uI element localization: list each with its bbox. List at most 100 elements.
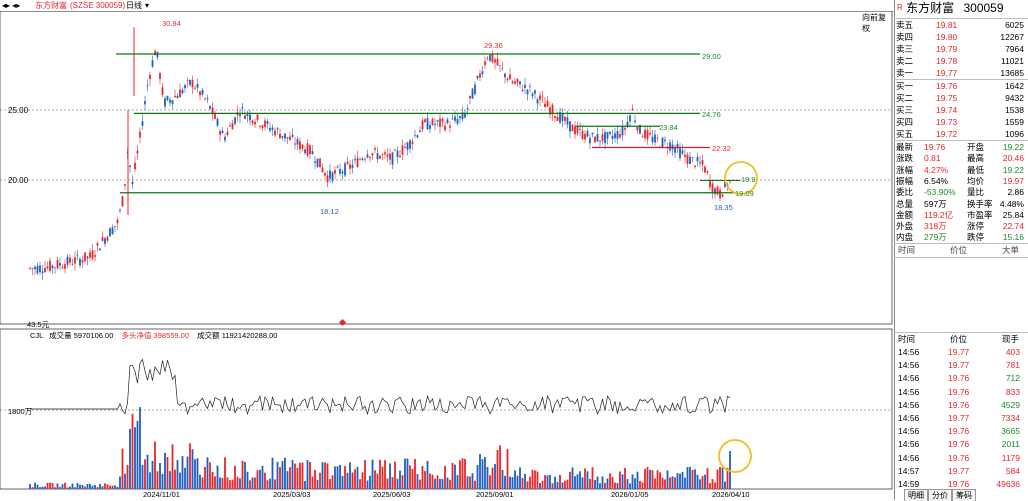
candle-body [729,180,731,182]
volume-bar [696,474,699,489]
bid-volume: 9432 [1005,93,1024,103]
volume-bar [669,477,671,489]
volume-bar [221,478,224,489]
candle-body [279,133,281,139]
volume-bar [196,458,199,489]
volume-bar [504,475,506,489]
volume-bar [259,469,261,489]
candle-body [544,103,546,108]
bid-price: 19.74 [936,105,958,115]
candle-body [681,150,684,154]
stat-label: 跌停 [967,232,985,243]
volume-bar [336,466,339,489]
volume-bar [86,484,89,489]
volume-bar [561,482,564,489]
candle-body [416,135,419,138]
volume-bar [279,467,281,489]
bid-label: 买三 [896,105,914,115]
period-dropdown-icon[interactable]: ▾ [145,1,150,10]
volume-bar [59,487,61,489]
candle-body [226,131,229,136]
volume-bar [326,463,329,489]
candle-body [369,156,371,158]
candle-body [479,73,481,78]
volume-bar [676,473,679,489]
candle-body [79,258,81,266]
candle-body [211,107,214,115]
volume-bar [141,465,144,489]
candle-body [36,265,39,274]
candle-body [419,130,421,133]
legend-mode[interactable]: CJL [30,331,44,340]
stock-name-label[interactable]: 东方财富 [35,1,67,10]
ask-volume: 6025 [1005,20,1024,30]
volume-bar [651,470,654,489]
candle-body [474,84,476,95]
volume-bar [681,471,684,489]
period-selector[interactable]: 日线 [126,1,142,10]
candle-body [529,86,531,87]
candle-body [699,162,701,164]
volume-bar [601,476,604,489]
volume-bar [591,467,594,489]
volume-bar [614,482,616,489]
candle-body [306,143,309,156]
volume-bar [396,478,399,489]
candle-body [629,115,631,122]
tab-price-dist[interactable]: 分价 [928,489,952,501]
quote-title-prefix: R [897,3,903,12]
stat-value: 20.46 [1002,153,1024,164]
quote-panel: R 东方财富 300059 卖五 19.81 6025 卖四 19.80 12267 卖三 1… [894,0,1028,501]
adjust-label[interactable]: 向前复权 [862,13,886,33]
volume-bar [249,480,251,489]
tab-chips[interactable]: 筹码 [952,489,976,501]
candle-body [396,150,399,157]
candle-body [596,133,599,142]
candle-body [61,267,64,269]
candle-body [154,51,156,56]
candle-body [111,227,114,235]
ask-label: 卖五 [896,20,914,30]
candle-body [384,152,386,155]
highlight-circle-volume [718,439,752,473]
candle-body [316,158,319,167]
candle-body [721,194,724,197]
volume-bar [429,473,431,489]
volume-bar [646,466,649,489]
candle-body [556,116,559,121]
volume-bar [266,480,269,489]
candle-body [429,125,431,129]
bid-price: 19.76 [936,81,958,91]
candle-body [574,126,576,135]
stat-value: 22.74 [1002,221,1024,232]
ask-label: 卖二 [896,56,914,66]
candle-body [56,260,59,269]
candle-body [576,126,579,134]
volume-bar [41,486,44,489]
candle-body [591,132,594,135]
candle-body [166,95,169,101]
candle-body [666,147,669,149]
candle-body [461,112,464,119]
candle-body [504,73,506,78]
volume-bar [499,445,501,489]
kline-chart-area[interactable]: 向前复权 25.00 20.00 43.5元 30.94 29.36 18.12… [0,11,893,500]
bid-price: 19.73 [936,117,958,127]
volume-bar [389,463,391,489]
candle-body [81,260,84,263]
candle-body [609,131,611,134]
candle-body [99,248,101,251]
volume-bar [459,460,461,489]
candle-body [301,144,304,149]
nav-arrows-icon[interactable]: ◂▸ ◂▸ [2,1,21,10]
volume-bar [691,469,694,489]
candle-body [276,128,279,130]
volume-bar [589,478,591,489]
x-label-5: 2026/01/05 [611,490,649,499]
candle-body [606,131,609,139]
tab-detail[interactable]: 明细 [904,489,928,501]
candle-body [264,120,266,127]
volume-bar [179,472,181,489]
candle-body [229,125,231,127]
volume-bar [481,459,484,489]
